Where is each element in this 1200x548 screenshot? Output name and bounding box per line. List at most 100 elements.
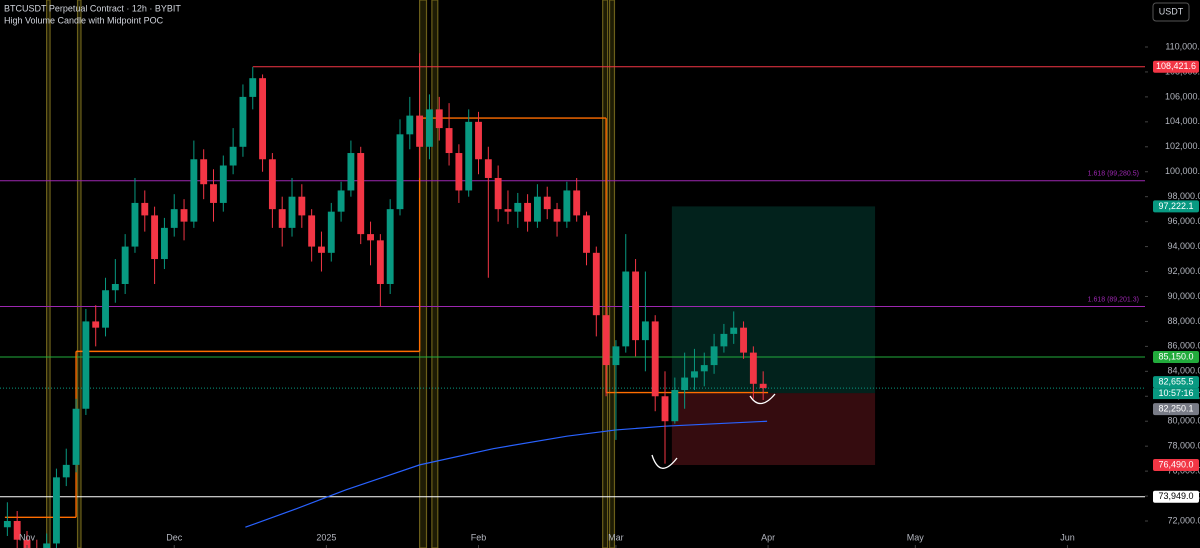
candle-body [622, 271, 630, 347]
candle-body [229, 146, 237, 166]
candle-body [681, 377, 689, 391]
candle-body [710, 346, 718, 366]
x-tick-label: Mar [608, 532, 624, 542]
x-tick-label: Apr [761, 532, 775, 542]
candle-body [72, 408, 80, 465]
vwap-line [245, 420, 768, 528]
candle-body [259, 78, 267, 160]
candle-body [318, 246, 325, 253]
candle-body [23, 539, 31, 548]
y-tick-label: 90,000.0 [1167, 291, 1200, 301]
countdown-label: 10:57:16 [1158, 388, 1193, 398]
y-tick-label: 92,000.0 [1167, 266, 1200, 276]
candle-body [661, 396, 669, 422]
candle-body [426, 109, 433, 147]
candle-body [465, 121, 473, 191]
candle-body [249, 78, 257, 97]
volume-highlight [608, 0, 616, 548]
candle-body [151, 215, 159, 260]
candle-body [632, 271, 640, 341]
candle-body [170, 209, 178, 228]
candle-body [327, 211, 335, 253]
indicator-name: High Volume Candle with Midpoint POC [4, 15, 164, 25]
candle-body [239, 96, 247, 147]
candle-body [475, 121, 482, 160]
candle-body [102, 290, 109, 328]
x-tick-label: Feb [471, 532, 487, 542]
candle-body [543, 196, 551, 210]
candle-body [435, 109, 443, 129]
price-badge-label: 82,655.5 [1158, 376, 1193, 386]
candle-body [190, 159, 198, 222]
candle-body [347, 153, 355, 191]
y-tick-label: 96,000.0 [1167, 216, 1200, 226]
candle-body [82, 321, 90, 409]
price-badge [1153, 458, 1199, 471]
y-tick-label: 94,000.0 [1167, 241, 1200, 251]
y-tick-label: 80,000.0 [1167, 416, 1200, 426]
candle-body [406, 115, 414, 135]
x-tick-label: Jun [1060, 532, 1075, 542]
candle-body [141, 202, 149, 216]
volume-highlight [602, 0, 609, 548]
candle-body [691, 371, 698, 378]
candle-body [573, 190, 581, 216]
price-badge-label: 73,949.0 [1158, 491, 1193, 501]
candle-body [121, 246, 129, 285]
candle-body [553, 209, 561, 222]
price-badge [1153, 403, 1199, 416]
price-badge-label: 97,222.1 [1158, 201, 1193, 211]
position-profit [671, 206, 876, 394]
candle-body [612, 346, 620, 366]
y-tick-label: 102,000.0 [1165, 141, 1200, 151]
candle-body [720, 333, 728, 347]
candle-body [43, 543, 51, 548]
candle-body [376, 240, 384, 285]
candle-body [160, 227, 168, 260]
candle-body [416, 115, 424, 147]
position-loss [671, 393, 876, 465]
y-tick-label: 110,000.0 [1165, 41, 1200, 51]
candle-body [92, 321, 100, 328]
price-badge-label: 82,250.1 [1158, 404, 1193, 414]
x-tick-label: May [907, 532, 925, 542]
candle-body [386, 209, 394, 285]
candle-body [514, 202, 522, 212]
candle-body [445, 128, 453, 154]
candle-body [671, 390, 679, 422]
candle-body [367, 234, 374, 241]
fib-label: 1.618 (99,280.5) [1088, 171, 1139, 178]
candle-body [504, 209, 512, 212]
price-badge [1153, 490, 1199, 503]
x-tick-label: Nov [19, 532, 36, 542]
currency-button[interactable] [1152, 2, 1190, 22]
candle-body [268, 159, 276, 210]
candle-body [288, 196, 296, 228]
price-badge [1153, 350, 1199, 363]
currency-label[interactable]: USDT [1159, 6, 1184, 16]
countdown-badge [1153, 388, 1199, 400]
candle-body [740, 327, 747, 353]
candle-body [131, 202, 139, 247]
candle-body [13, 521, 21, 540]
candle-body [111, 284, 119, 291]
price-badge-label: 76,490.0 [1158, 459, 1193, 469]
candle-body [592, 252, 600, 316]
volume-highlight [76, 0, 82, 548]
x-tick-label: Dec [166, 532, 183, 542]
candle-body [759, 383, 767, 389]
candle-body [455, 153, 463, 191]
y-tick-label: 86,000.0 [1167, 341, 1200, 351]
x-tick-label: 2025 [316, 532, 336, 542]
candle-body [484, 159, 492, 178]
y-tick-label: 72,000.0 [1167, 515, 1200, 525]
y-tick-label: 98,000.0 [1167, 191, 1200, 201]
chart-title: BTCUSDT Perpetual Contract · 12h · BYBIT [4, 3, 181, 13]
y-tick-label: 84,000.0 [1167, 366, 1200, 376]
candle-body [357, 153, 365, 235]
candle-body [278, 209, 286, 228]
price-badge-label: 108,421.6 [1156, 61, 1196, 71]
annotation-curve [651, 454, 678, 469]
candle-body [524, 202, 532, 222]
